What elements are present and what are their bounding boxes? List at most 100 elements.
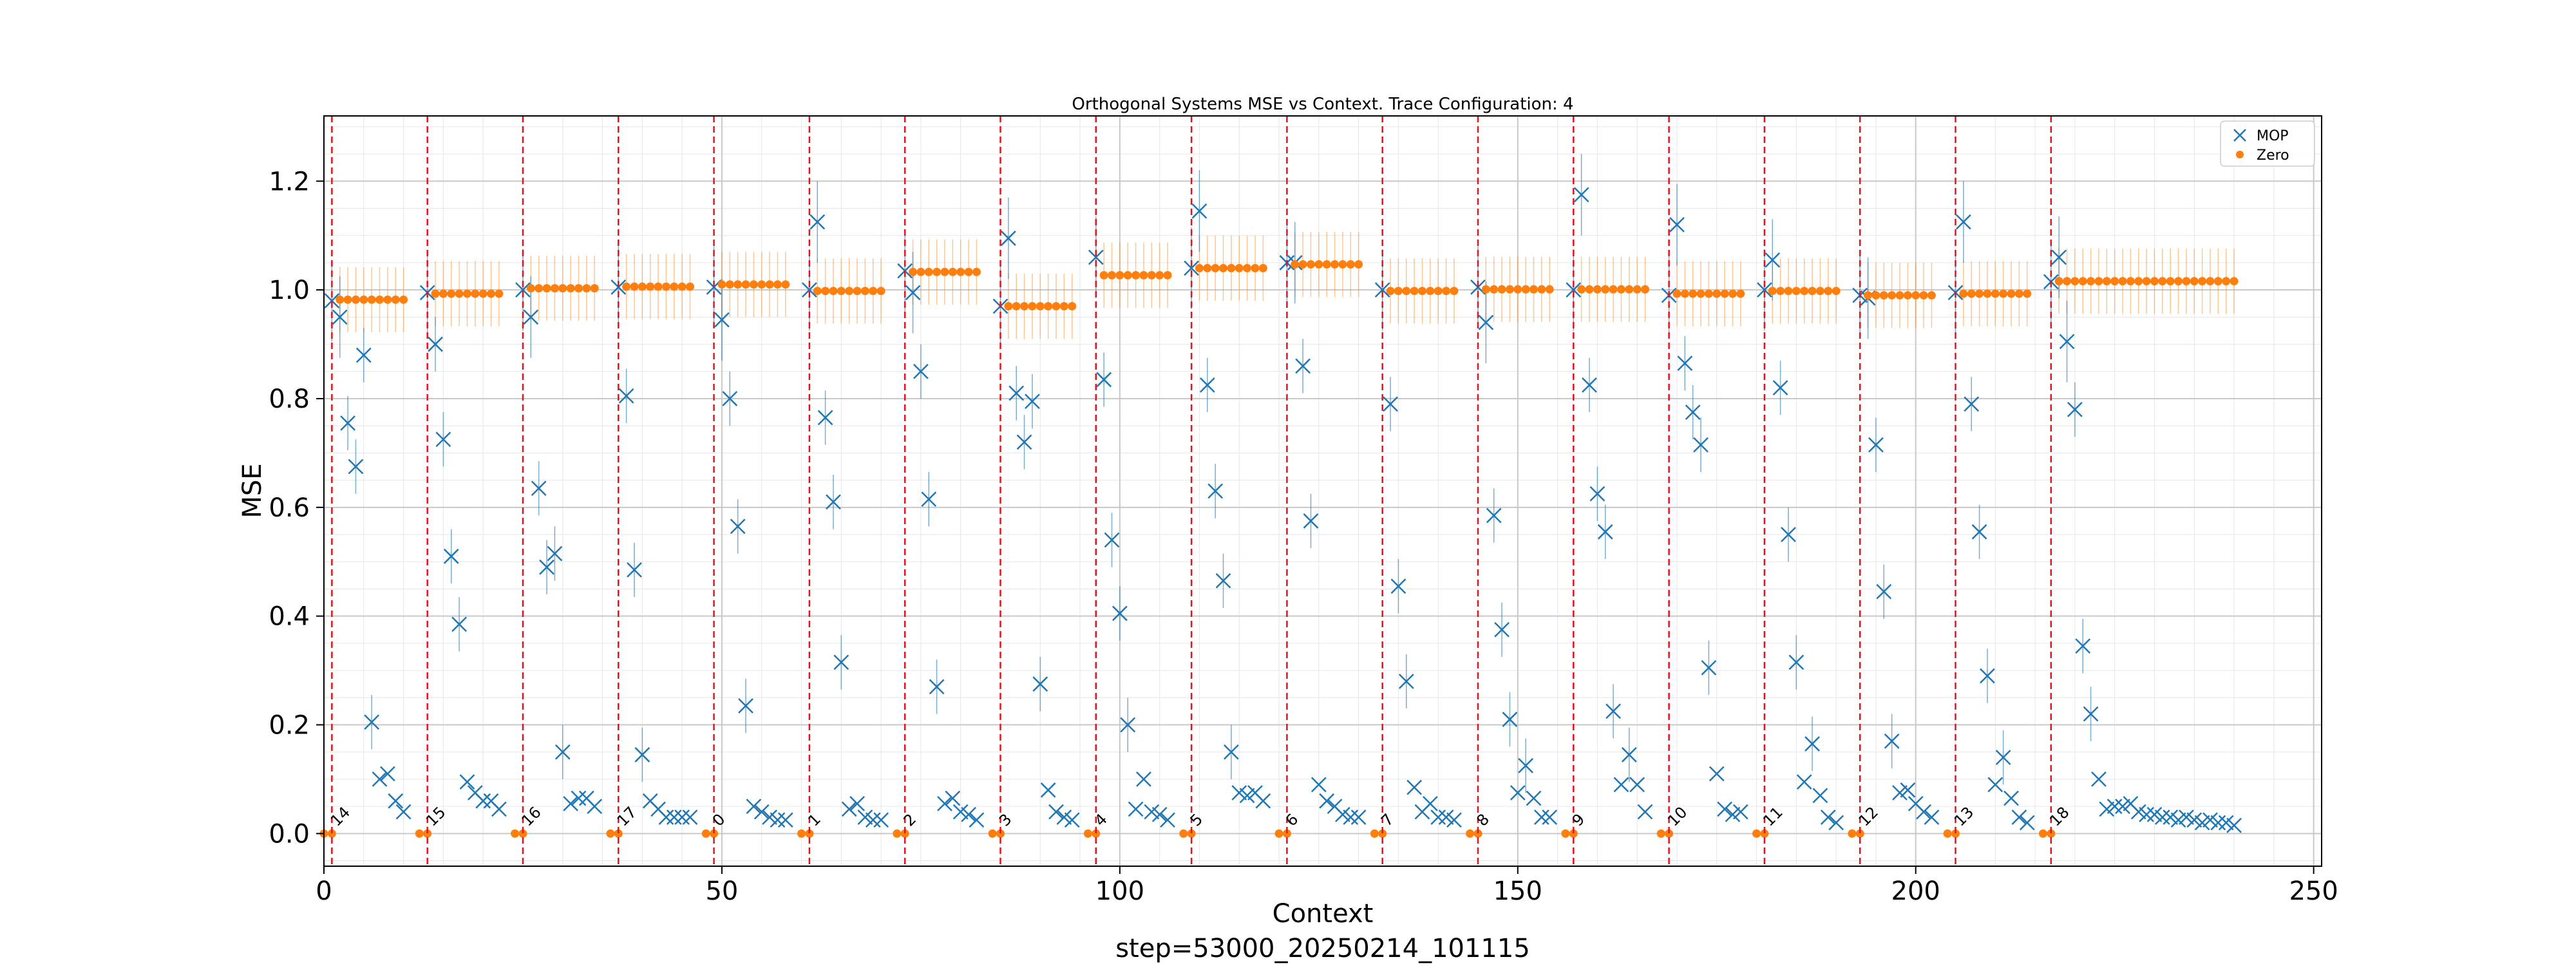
mop-point [849,796,865,811]
zero-point [2213,277,2222,286]
zero-point [701,829,710,838]
zero-point [837,287,846,296]
mop-point [1494,621,1510,638]
zero-point [869,287,878,296]
mop-point [1717,801,1732,817]
zero-point [1585,285,1594,294]
mop-point [1009,385,1025,401]
zero-point [526,284,535,293]
mop-point [571,790,587,806]
mop-point [1048,804,1064,820]
mop-point [634,747,650,762]
mop-point [1056,810,1072,825]
mop-point [1605,703,1621,719]
zero-point [1282,829,1291,838]
zero-point [1593,285,1602,294]
mop-point [2051,249,2067,265]
zero-point [1616,285,1625,294]
mop-point [1637,804,1653,820]
mop-point [770,812,786,828]
mop-point [833,654,849,670]
zero-point [2126,277,2135,286]
footer-label: step=53000_20250214_101115 [1115,934,1530,963]
zero-point [2054,277,2063,286]
mop-point [2139,806,2154,822]
zero-point [1243,263,1252,272]
mop-point [1980,668,1995,684]
mop-point [1335,806,1350,822]
mop-point [961,806,976,822]
mop-point [1884,733,1900,749]
zero-point [765,280,774,289]
mop-point [443,548,459,564]
zero-point [391,295,400,304]
zero-point [876,287,886,296]
mop-point [1032,676,1048,692]
zero-point [1386,287,1395,296]
mop-point [1136,772,1151,787]
mop-point [1231,785,1247,800]
zero-point [383,295,392,304]
zero-point [630,282,639,291]
mop-point [2083,706,2099,722]
zero-point [638,282,647,291]
zero-point [1274,829,1283,838]
zero-point [717,280,726,289]
zero-point [1879,291,1888,300]
zero-point [1354,260,1363,269]
mop-point [1828,815,1844,831]
mop-point [1685,404,1701,420]
zero-point [1895,291,1904,300]
zero-point [1020,301,1029,310]
zero-point [1028,301,1037,310]
y-tick-label: 0.8 [269,384,310,414]
zero-point [1927,291,1936,300]
zero-point [972,267,981,276]
zero-point [431,289,440,298]
mop-point [1629,777,1645,793]
zero-point [1258,263,1267,272]
zero-point [924,267,933,276]
mop-point [2011,810,2027,825]
zero-point [781,280,790,289]
mop-point [1104,532,1120,548]
zero-point [1808,287,1817,296]
zero-point [1784,287,1793,296]
zero-point [1888,291,1897,300]
mop-point [1383,396,1398,412]
zero-point [1322,260,1331,269]
legend-box [2220,120,2315,167]
mop-point [2003,790,2019,806]
mop-point [2218,815,2234,831]
zero-point [2014,289,2023,298]
mop-point [2226,817,2242,833]
zero-point [670,282,679,291]
zero-point [1187,829,1196,838]
zero-point [1211,263,1220,272]
zero-point [1951,829,1960,838]
mop-point [372,772,388,787]
zero-point [1203,263,1212,272]
zero-point [893,829,902,838]
mop-point [738,698,753,714]
zero-point [1720,289,1729,298]
zero-point [741,280,750,289]
zero-point [1426,287,1435,296]
mop-point [2130,804,2146,820]
mop-point [857,810,873,825]
mop-point [1438,810,1454,825]
mop-point [666,810,682,825]
mop-point [1589,486,1605,502]
mop-point [826,494,841,510]
x-tick-label: 200 [1891,876,1940,906]
mop-point [841,801,857,817]
mop-point [969,812,985,828]
zero-point [415,829,424,838]
zero-point [1689,289,1698,298]
zero-point [582,284,591,293]
x-tick-label: 100 [1095,876,1144,906]
mop-point [1040,782,1056,798]
mop-point [801,282,817,298]
zero-point [1346,260,1355,269]
mop-point [1566,282,1582,298]
